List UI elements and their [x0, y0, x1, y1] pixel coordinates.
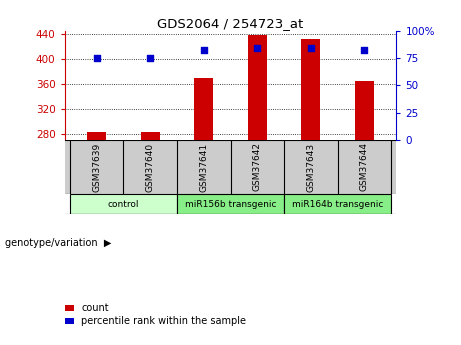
- Text: GSM37642: GSM37642: [253, 142, 262, 191]
- Text: GSM37639: GSM37639: [92, 142, 101, 192]
- Point: [93, 56, 100, 61]
- Bar: [141, 132, 160, 140]
- Bar: [177, 194, 284, 214]
- Point: [254, 46, 261, 51]
- Text: GSM37643: GSM37643: [306, 142, 315, 191]
- Bar: [355, 81, 374, 140]
- Text: GSM37644: GSM37644: [360, 142, 369, 191]
- Text: miR156b transgenic: miR156b transgenic: [185, 199, 276, 208]
- Text: genotype/variation  ▶: genotype/variation ▶: [5, 238, 111, 248]
- Bar: [70, 194, 177, 214]
- Text: miR164b transgenic: miR164b transgenic: [292, 199, 383, 208]
- Bar: [195, 78, 213, 140]
- Legend: count, percentile rank within the sample: count, percentile rank within the sample: [65, 303, 246, 326]
- Point: [307, 46, 314, 51]
- Point: [200, 47, 207, 52]
- Text: control: control: [108, 199, 139, 208]
- Bar: [87, 132, 106, 140]
- Bar: [284, 194, 391, 214]
- Text: GSM37641: GSM37641: [199, 142, 208, 191]
- Text: GSM37640: GSM37640: [146, 142, 155, 191]
- Bar: [301, 39, 320, 140]
- Bar: [248, 36, 266, 140]
- Point: [361, 47, 368, 52]
- Point: [147, 56, 154, 61]
- Title: GDS2064 / 254723_at: GDS2064 / 254723_at: [157, 17, 304, 30]
